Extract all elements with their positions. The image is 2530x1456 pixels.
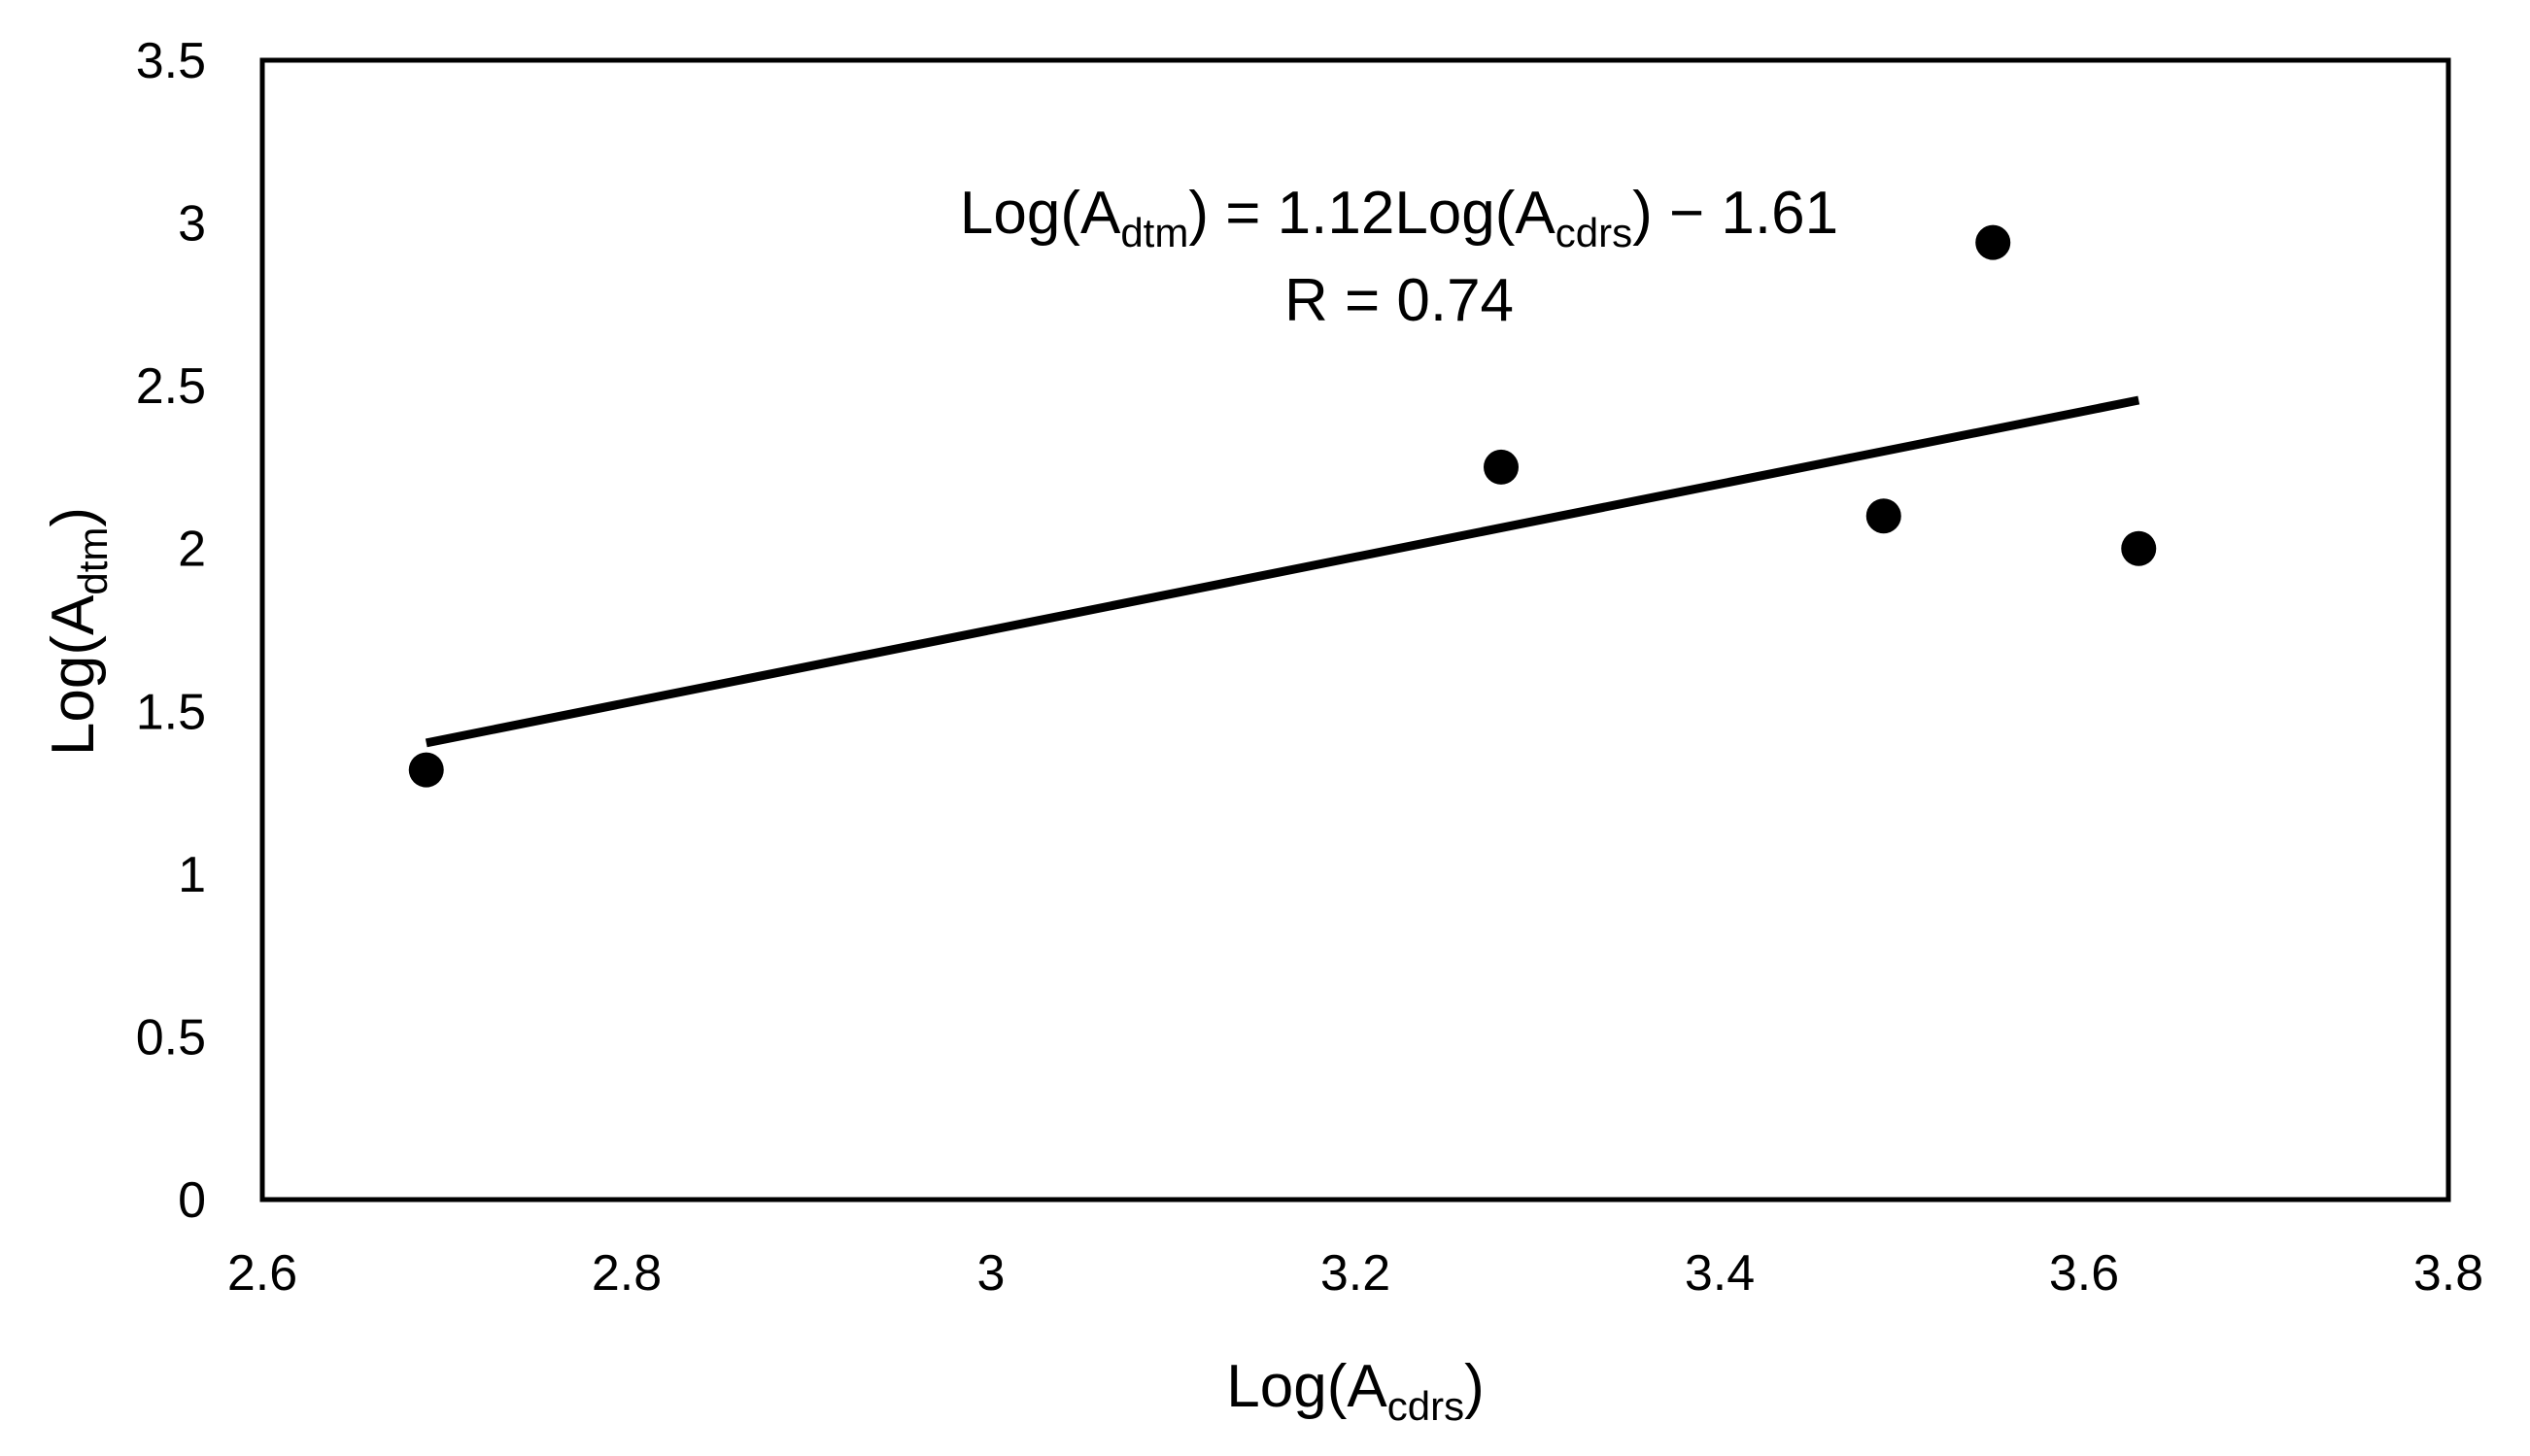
x-tick-label: 2.8 (592, 1245, 662, 1302)
x-axis-title: Log(Acdrs) (1226, 1353, 1484, 1429)
data-point (408, 752, 444, 788)
y-tick-label: 3 (178, 196, 206, 253)
y-tick-label: 1 (178, 847, 206, 903)
y-tick-label: 1.5 (136, 684, 206, 740)
regression-equation: Log(Adtm) = 1.12Log(Acdrs) − 1.61 (960, 180, 1838, 255)
y-tick-label: 2.5 (136, 358, 206, 415)
y-axis-title: Log(Adtm) (40, 507, 116, 756)
x-tick-label: 2.6 (227, 1245, 297, 1302)
y-tick-label: 3.5 (136, 33, 206, 89)
data-point (1975, 224, 2011, 260)
x-tick-label: 3.8 (2413, 1245, 2483, 1302)
y-tick-label: 2 (178, 522, 206, 578)
y-tick-labels: 0 0.5 1 1.5 2 2.5 3 3.5 (136, 33, 206, 1229)
y-tick-label: 0.5 (136, 1009, 206, 1066)
x-tick-label: 3.6 (2049, 1245, 2119, 1302)
y-tick-label: 0 (178, 1172, 206, 1229)
data-point (1484, 449, 1519, 485)
plot-frame (259, 57, 2451, 1202)
x-tick-label: 3 (977, 1245, 1006, 1302)
x-tick-labels: 2.6 2.8 3 3.2 3.4 3.6 3.8 (227, 1245, 2483, 1302)
data-point (2121, 530, 2157, 566)
correlation-coefficient: R = 0.74 (1284, 267, 1514, 334)
x-tick-label: 3.2 (1320, 1245, 1390, 1302)
trendline (425, 395, 2140, 748)
data-points (408, 224, 2157, 788)
x-tick-label: 3.4 (1685, 1245, 1755, 1302)
data-point (1865, 498, 1901, 534)
